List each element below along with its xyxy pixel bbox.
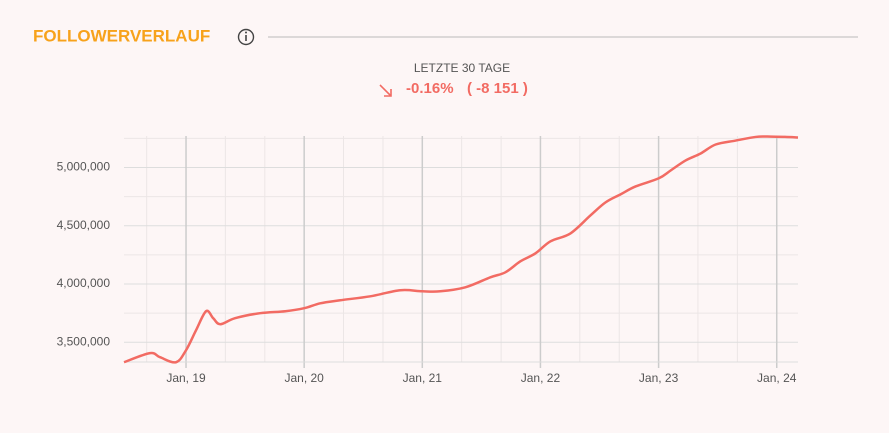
y-tick-label: 5,000,000 <box>57 160 111 174</box>
chart-title: FOLLOWERVERLAUF <box>33 26 210 45</box>
change-absolute: ( -8 151 ) <box>467 80 528 97</box>
y-tick-label: 4,500,000 <box>57 218 111 232</box>
period-label: LETZTE 30 TAGE <box>414 61 510 75</box>
x-tick-label: Jan, 23 <box>639 371 679 385</box>
x-tick-label: Jan, 21 <box>403 371 443 385</box>
x-tick-label: Jan, 22 <box>521 371 561 385</box>
y-tick-label: 3,500,000 <box>57 334 111 348</box>
x-tick-label: Jan, 24 <box>757 371 797 385</box>
x-tick-label: Jan, 19 <box>166 371 206 385</box>
info-icon[interactable] <box>237 28 255 46</box>
x-tick-label: Jan, 20 <box>284 371 324 385</box>
y-tick-label: 4,000,000 <box>57 276 111 290</box>
line-series <box>123 135 799 364</box>
trend-arrow <box>379 84 392 97</box>
change-percent: -0.16% <box>406 80 454 97</box>
